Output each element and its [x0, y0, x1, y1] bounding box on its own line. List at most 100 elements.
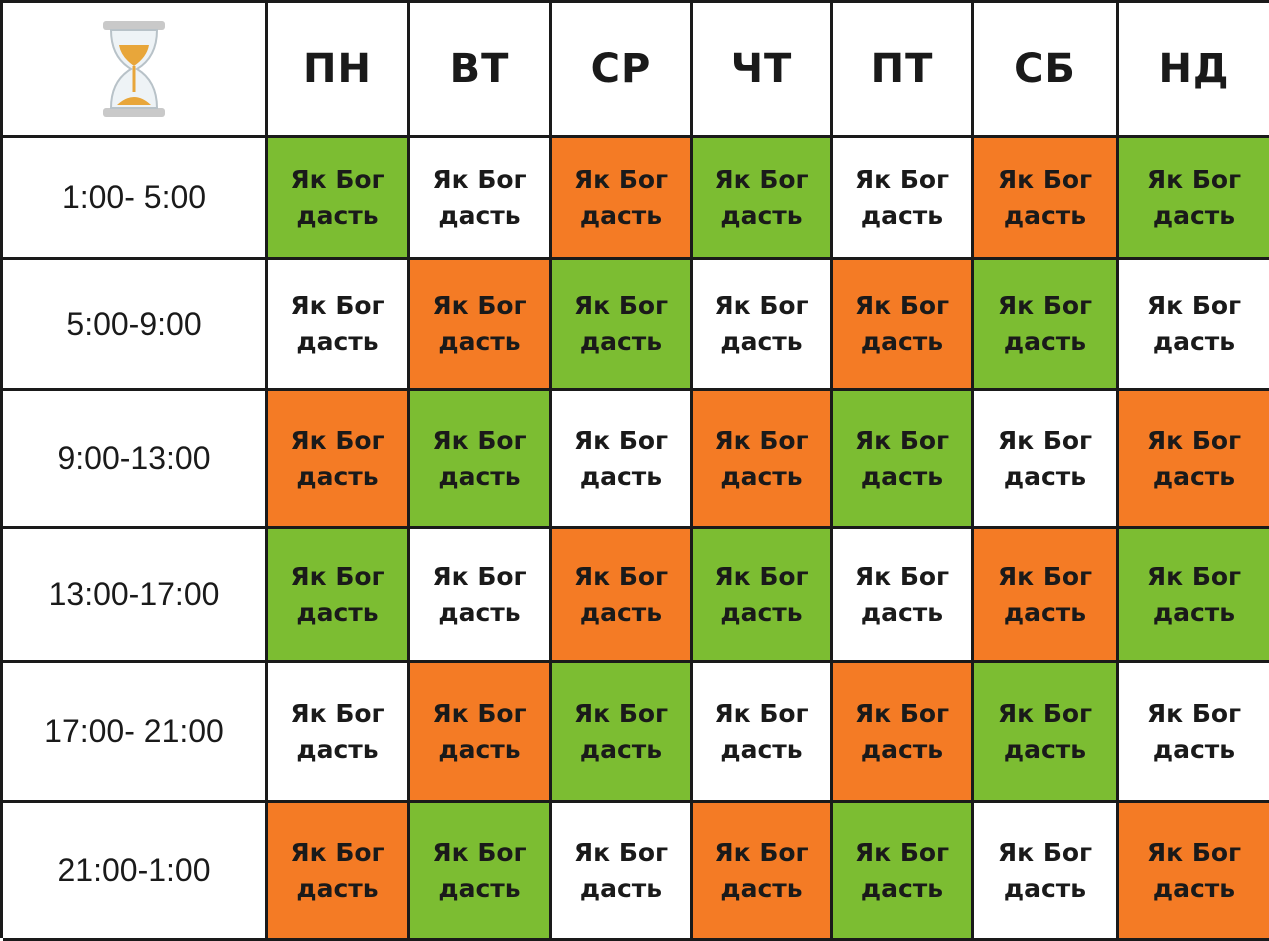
- cell-text-line2: дасть: [720, 873, 803, 903]
- cell-text-line2: дасть: [579, 200, 663, 230]
- schedule-cell: Як Бог дасть: [268, 260, 410, 391]
- day-header: НД: [1119, 3, 1269, 138]
- cell-text-line1: Як Бог: [714, 425, 809, 455]
- cell-text-line2: дасть: [296, 461, 379, 491]
- schedule-cell: Як Бог дасть: [552, 803, 693, 941]
- day-header: СБ: [974, 3, 1119, 138]
- schedule-cell: Як Бог дасть: [693, 391, 833, 529]
- time-slot-label: 9:00-13:00: [3, 391, 268, 529]
- cell-text-line2: дасть: [579, 327, 663, 356]
- hourglass-icon: [99, 19, 169, 119]
- cell-text-line1: Як Бог: [290, 164, 385, 194]
- cell-text-line1: Як Бог: [573, 837, 669, 867]
- cell-text-line1: Як Бог: [1146, 837, 1242, 867]
- cell-text-line1: Як Бог: [997, 425, 1093, 455]
- cell-text-line2: дасть: [579, 597, 663, 627]
- cell-text-line1: Як Бог: [432, 561, 527, 591]
- schedule-cell: Як Бог дасть: [833, 803, 974, 941]
- cell-text-line2: дасть: [720, 597, 803, 627]
- cell-text-line1: Як Бог: [1146, 561, 1242, 591]
- time-slot-label: 21:00-1:00: [3, 803, 268, 941]
- cell-text-line2: дасть: [438, 461, 521, 491]
- schedule-cell: Як Бог дасть: [410, 260, 552, 391]
- schedule-cell: Як Бог дасть: [410, 529, 552, 663]
- schedule-cell: Як Бог дасть: [974, 803, 1119, 941]
- cell-text-line2: дасть: [720, 200, 803, 230]
- cell-text-line1: Як Бог: [854, 164, 950, 194]
- cell-text-line2: дасть: [296, 597, 379, 627]
- schedule-cell: Як Бог дасть: [693, 138, 833, 260]
- time-slot-label: 13:00-17:00: [3, 529, 268, 663]
- cell-text-line1: Як Бог: [854, 698, 950, 728]
- schedule-cell: Як Бог дасть: [1119, 663, 1269, 803]
- schedule-cell: Як Бог дасть: [693, 803, 833, 941]
- cell-text-line1: Як Бог: [432, 698, 527, 728]
- schedule-cell: Як Бог дасть: [974, 663, 1119, 803]
- cell-text-line2: дасть: [720, 734, 803, 764]
- cell-text-line1: Як Бог: [714, 698, 809, 728]
- schedule-cell: Як Бог дасть: [833, 529, 974, 663]
- cell-text-line2: дасть: [860, 597, 944, 627]
- time-slot-label: 5:00-9:00: [3, 260, 268, 391]
- cell-text-line1: Як Бог: [432, 425, 527, 455]
- schedule-cell: Як Бог дасть: [1119, 260, 1269, 391]
- schedule-cell: Як Бог дасть: [693, 529, 833, 663]
- time-slot-label: 1:00- 5:00: [3, 138, 268, 260]
- cell-text-line2: дасть: [438, 327, 521, 356]
- cell-text-line1: Як Бог: [714, 164, 809, 194]
- cell-text-line1: Як Бог: [1146, 164, 1242, 194]
- day-header: ПТ: [833, 3, 974, 138]
- cell-text-line1: Як Бог: [997, 164, 1093, 194]
- cell-text-line1: Як Бог: [1146, 291, 1242, 320]
- cell-text-line1: Як Бог: [714, 837, 809, 867]
- cell-text-line2: дасть: [579, 461, 663, 491]
- cell-text-line1: Як Бог: [714, 291, 809, 320]
- cell-text-line1: Як Бог: [290, 425, 385, 455]
- schedule-cell: Як Бог дасть: [974, 529, 1119, 663]
- cell-text-line2: дасть: [579, 734, 663, 764]
- cell-text-line1: Як Бог: [432, 291, 527, 320]
- cell-text-line1: Як Бог: [997, 698, 1093, 728]
- cell-text-line1: Як Бог: [997, 837, 1093, 867]
- cell-text-line1: Як Бог: [854, 561, 950, 591]
- cell-text-line1: Як Бог: [573, 698, 669, 728]
- cell-text-line1: Як Бог: [854, 425, 950, 455]
- schedule-cell: Як Бог дасть: [268, 663, 410, 803]
- schedule-cell: Як Бог дасть: [1119, 138, 1269, 260]
- schedule-cell: Як Бог дасть: [268, 529, 410, 663]
- cell-text-line2: дасть: [1003, 327, 1087, 356]
- schedule-cell: Як Бог дасть: [268, 803, 410, 941]
- cell-text-line2: дасть: [860, 327, 944, 356]
- cell-text-line2: дасть: [860, 873, 944, 903]
- cell-text-line1: Як Бог: [432, 837, 527, 867]
- cell-text-line2: дасть: [438, 200, 521, 230]
- cell-text-line1: Як Бог: [1146, 698, 1242, 728]
- cell-text-line2: дасть: [438, 734, 521, 764]
- corner-cell: [3, 3, 268, 138]
- cell-text-line1: Як Бог: [573, 425, 669, 455]
- schedule-cell: Як Бог дасть: [974, 138, 1119, 260]
- cell-text-line1: Як Бог: [432, 164, 527, 194]
- schedule-cell: Як Бог дасть: [410, 138, 552, 260]
- schedule-cell: Як Бог дасть: [552, 663, 693, 803]
- cell-text-line2: дасть: [1152, 597, 1236, 627]
- cell-text-line1: Як Бог: [573, 164, 669, 194]
- cell-text-line1: Як Бог: [290, 291, 385, 320]
- cell-text-line2: дасть: [1003, 734, 1087, 764]
- schedule-cell: Як Бог дасть: [833, 391, 974, 529]
- cell-text-line2: дасть: [579, 873, 663, 903]
- schedule-cell: Як Бог дасть: [693, 260, 833, 391]
- schedule-cell: Як Бог дасть: [268, 391, 410, 529]
- schedule-cell: Як Бог дасть: [693, 663, 833, 803]
- cell-text-line2: дасть: [1152, 873, 1236, 903]
- cell-text-line2: дасть: [296, 873, 379, 903]
- cell-text-line2: дасть: [438, 873, 521, 903]
- schedule-cell: Як Бог дасть: [552, 529, 693, 663]
- cell-text-line2: дасть: [1003, 597, 1087, 627]
- schedule-cell: Як Бог дасть: [268, 138, 410, 260]
- cell-text-line2: дасть: [1003, 200, 1087, 230]
- day-header: СР: [552, 3, 693, 138]
- cell-text-line2: дасть: [860, 461, 944, 491]
- day-header: ВТ: [410, 3, 552, 138]
- cell-text-line1: Як Бог: [714, 561, 809, 591]
